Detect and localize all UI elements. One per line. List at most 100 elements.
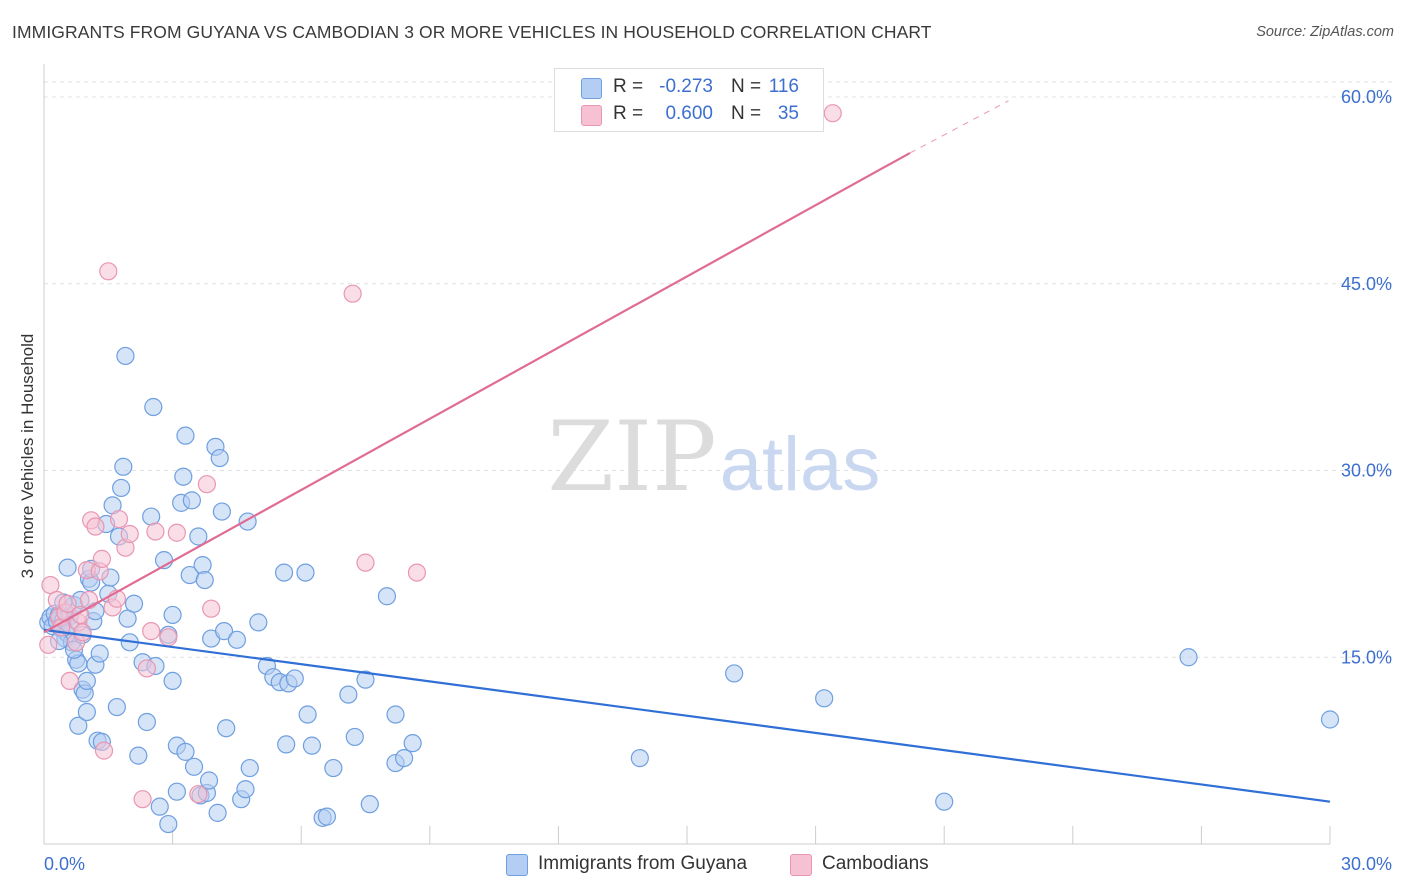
guyana-point [1320, 710, 1340, 729]
cambodians-point [356, 553, 375, 572]
x-tick-label-min: 0.0% [44, 854, 85, 874]
guyana-point [725, 664, 744, 683]
guyana-point [630, 748, 649, 768]
guyana-point [210, 448, 229, 468]
legend-cambodians-label: Cambodians [822, 853, 929, 874]
guyana-point [124, 594, 144, 613]
guyana-point [212, 502, 231, 521]
watermark-zip: ZIP [547, 401, 716, 513]
r-label: R = [613, 76, 644, 97]
guyana-point [77, 702, 96, 722]
cambodians-point [142, 622, 161, 641]
source-credit: Source: ZipAtlas.com [1256, 24, 1394, 40]
guyana-point [377, 587, 397, 606]
guyana-point [249, 613, 268, 632]
guyana-trend-line [43, 628, 1331, 803]
axes [43, 64, 1331, 845]
guyana-swatch [581, 78, 602, 99]
guyana-point [142, 507, 161, 526]
guyana-point [227, 630, 246, 649]
guyana-point [118, 609, 137, 628]
guyana-point [114, 457, 133, 476]
y-tick-label: 15.0% [1341, 647, 1392, 667]
guyana-point [174, 467, 193, 486]
cambodians-point [99, 262, 118, 281]
guyana-point [159, 814, 178, 834]
guyana-point [394, 748, 414, 768]
r-value: 0.600 [665, 103, 713, 124]
cambodians-point [197, 475, 216, 494]
legend-guyana-swatch [506, 854, 528, 876]
cambodians-point [120, 524, 139, 544]
guyana-point [163, 605, 182, 625]
cambodians-swatch [581, 105, 602, 126]
y-tick-label: 60.0% [1341, 87, 1392, 107]
guyana-point [274, 563, 294, 582]
cambodians-point [86, 517, 105, 536]
n-value: 116 [768, 76, 799, 97]
legend: Immigrants from Guyana Cambodians [0, 852, 1406, 878]
n-label: N = [731, 103, 762, 124]
guyana-point [193, 556, 212, 575]
guyana-point [208, 803, 227, 822]
cambodians-point [94, 741, 114, 760]
guyana-point [403, 734, 422, 753]
cambodians-point [202, 599, 221, 618]
r-label: R = [613, 103, 644, 124]
trend-lines [43, 100, 1331, 803]
cambodians-point [79, 590, 99, 610]
guyana-point [302, 736, 322, 755]
guyana-point [176, 426, 195, 445]
stats-row-guyana: R = -0.273 N = 116 [555, 73, 823, 101]
cambodians-trend-line [43, 152, 911, 634]
guyana-point [815, 689, 834, 708]
guyana-point [150, 797, 169, 816]
cambodians-point [189, 785, 208, 804]
cambodians-point [58, 594, 77, 613]
n-value: 35 [777, 103, 799, 124]
cambodians-point [159, 628, 178, 647]
guyana-point [116, 346, 135, 366]
guyana-point [236, 780, 255, 799]
guyana-point [129, 746, 148, 765]
guyana-point [195, 570, 214, 590]
guyana-point [189, 527, 208, 546]
guyana-point [112, 478, 131, 498]
y-tick-label: 30.0% [1341, 461, 1392, 481]
chart-title: IMMIGRANTS FROM GUYANA VS CAMBODIAN 3 OR… [12, 22, 932, 42]
guyana-point [176, 742, 195, 761]
guyana-point [167, 782, 186, 801]
guyana-point [214, 622, 234, 641]
cambodians-point [343, 284, 362, 303]
guyana-point [199, 771, 219, 790]
watermark: ZIP atlas [547, 401, 880, 513]
y-axis-label: 3 or more Vehicles in Household [18, 333, 37, 579]
watermark-atlas: atlas [720, 422, 881, 507]
guyana-point [345, 727, 364, 747]
guyana-point [144, 397, 163, 417]
guyana-point [296, 563, 315, 582]
guyana-point [217, 719, 236, 738]
legend-cambodians-swatch [790, 854, 812, 876]
guyana-point [69, 716, 88, 735]
guyana-point [163, 671, 182, 691]
guyana-point [298, 705, 317, 724]
guyana-point [58, 558, 77, 577]
series-cambodians-points [39, 104, 842, 809]
guyana-point [339, 685, 358, 704]
guyana-point [356, 670, 375, 689]
guyana-point [90, 644, 109, 663]
guyana-point [277, 735, 296, 754]
cambodians-point [133, 790, 152, 809]
guyana-point [182, 491, 201, 510]
cambodians-point [823, 104, 842, 123]
cambodians-point [73, 623, 92, 642]
guyana-point [107, 697, 126, 717]
legend-guyana-label: Immigrants from Guyana [538, 853, 748, 874]
guyana-point [1179, 648, 1198, 667]
r-value: -0.273 [659, 76, 713, 97]
guyana-point [317, 807, 337, 826]
guyana-point [184, 757, 204, 776]
guyana-point [137, 712, 156, 732]
